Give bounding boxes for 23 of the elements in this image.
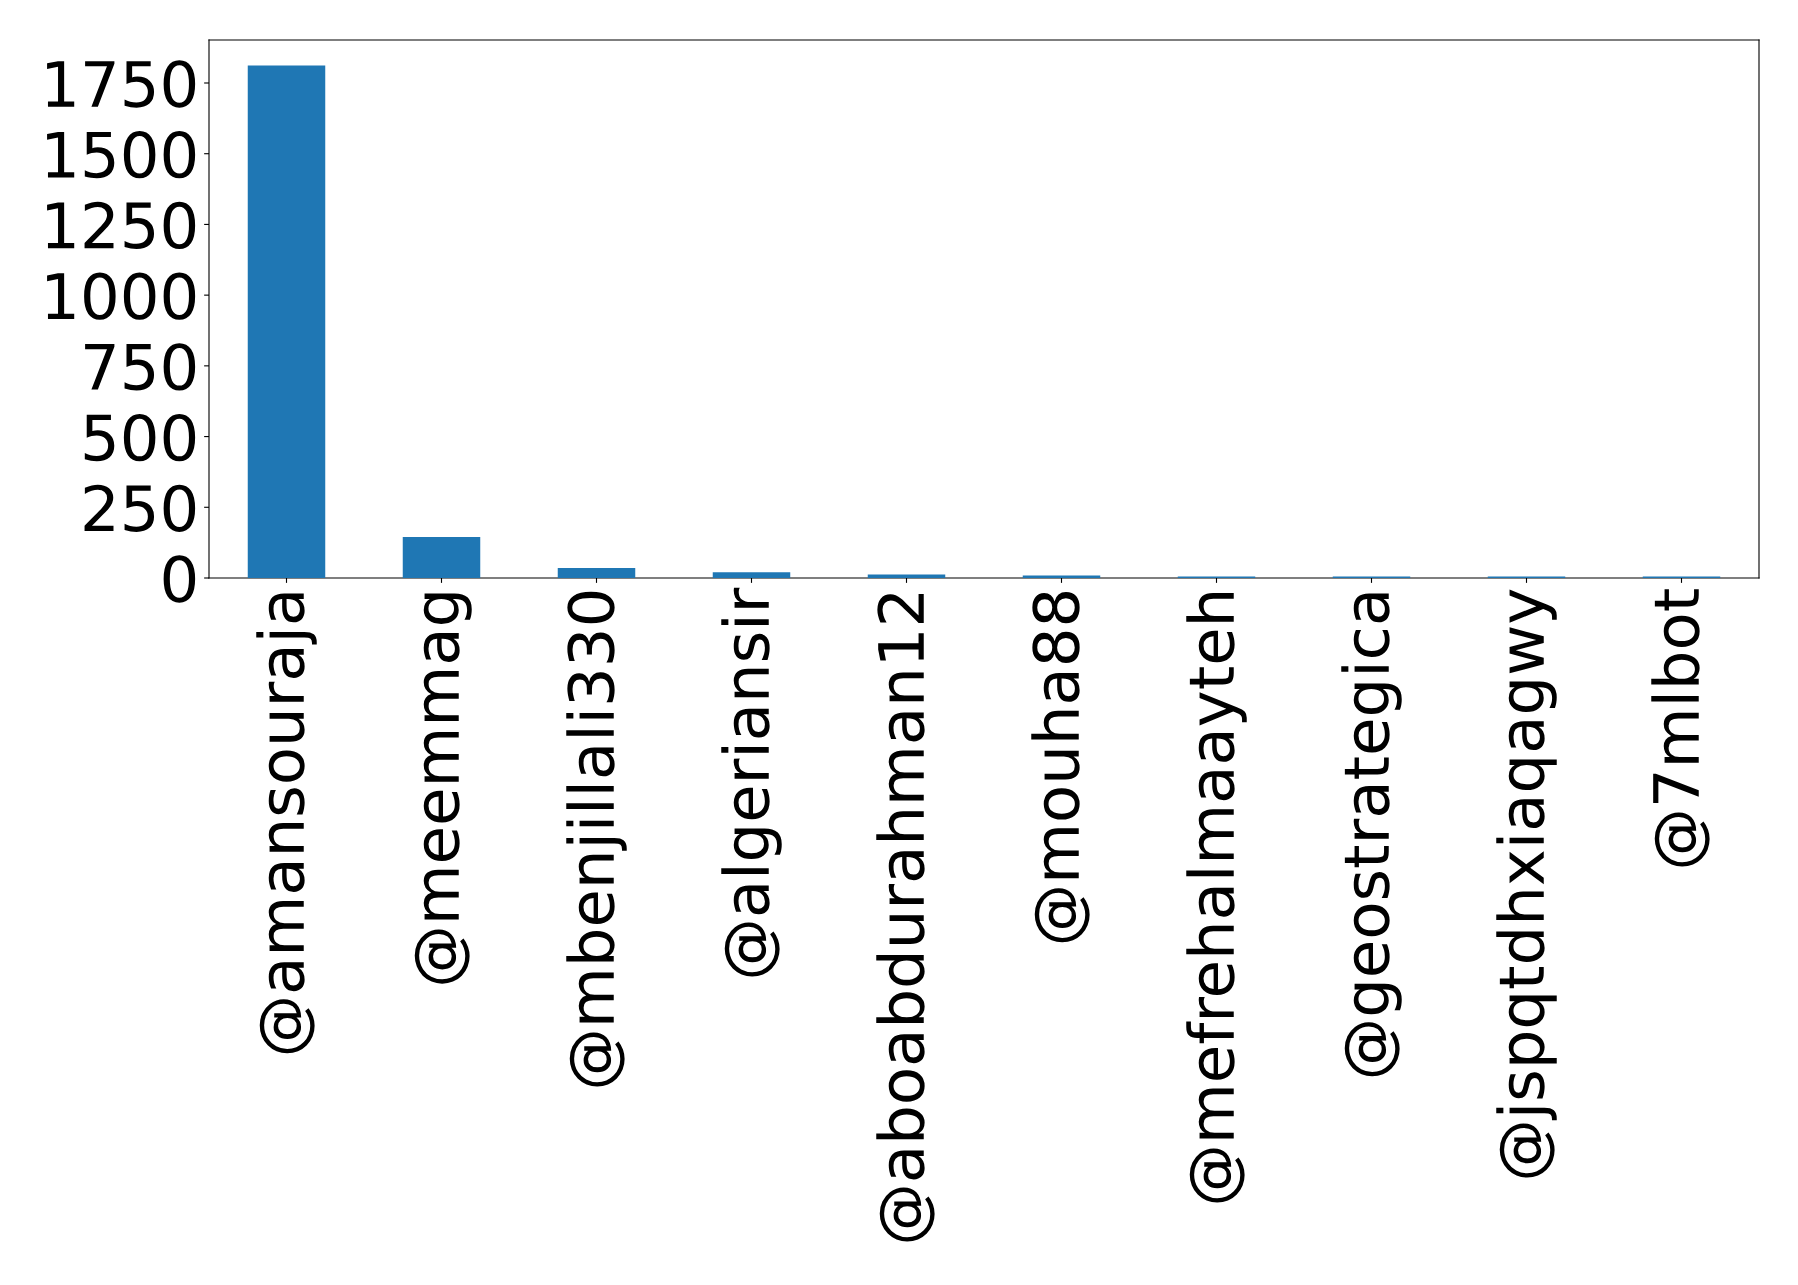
x-tick-label: @geostrategica [1341,593,1402,1077]
bar [1022,575,1101,578]
x-tick-label: @mefrehalmaayteh [1186,593,1247,1203]
y-tick-label: 1750 [47,60,196,108]
x-tick-label: @algeriansir [721,587,782,977]
bar [402,536,481,578]
x-tick-label: @aboabdurahman12 [876,593,935,1242]
y-tick-label: 1250 [47,201,196,250]
x-tick-label: @amansouraja [256,593,317,1054]
y-tick-label: 750 [85,343,196,391]
y-tick-label: 1000 [47,272,196,320]
y-tick-label: 1500 [47,131,196,179]
bar [247,65,326,578]
x-tick-label: @mbenjillali330 [566,591,627,1087]
y-tick-label: 0 [163,555,196,603]
bar [712,572,791,578]
x-tick-label: @jspqtdhxiaqagwy [1496,589,1557,1178]
y-tick-label: 500 [84,413,196,462]
bar [557,568,636,578]
x-tick-label: @meemmag [414,593,472,984]
y-tick-label: 250 [84,484,196,532]
x-tick-label: @7mlbot [1651,589,1710,867]
x-tick-label: @mouha88 [1031,592,1090,943]
